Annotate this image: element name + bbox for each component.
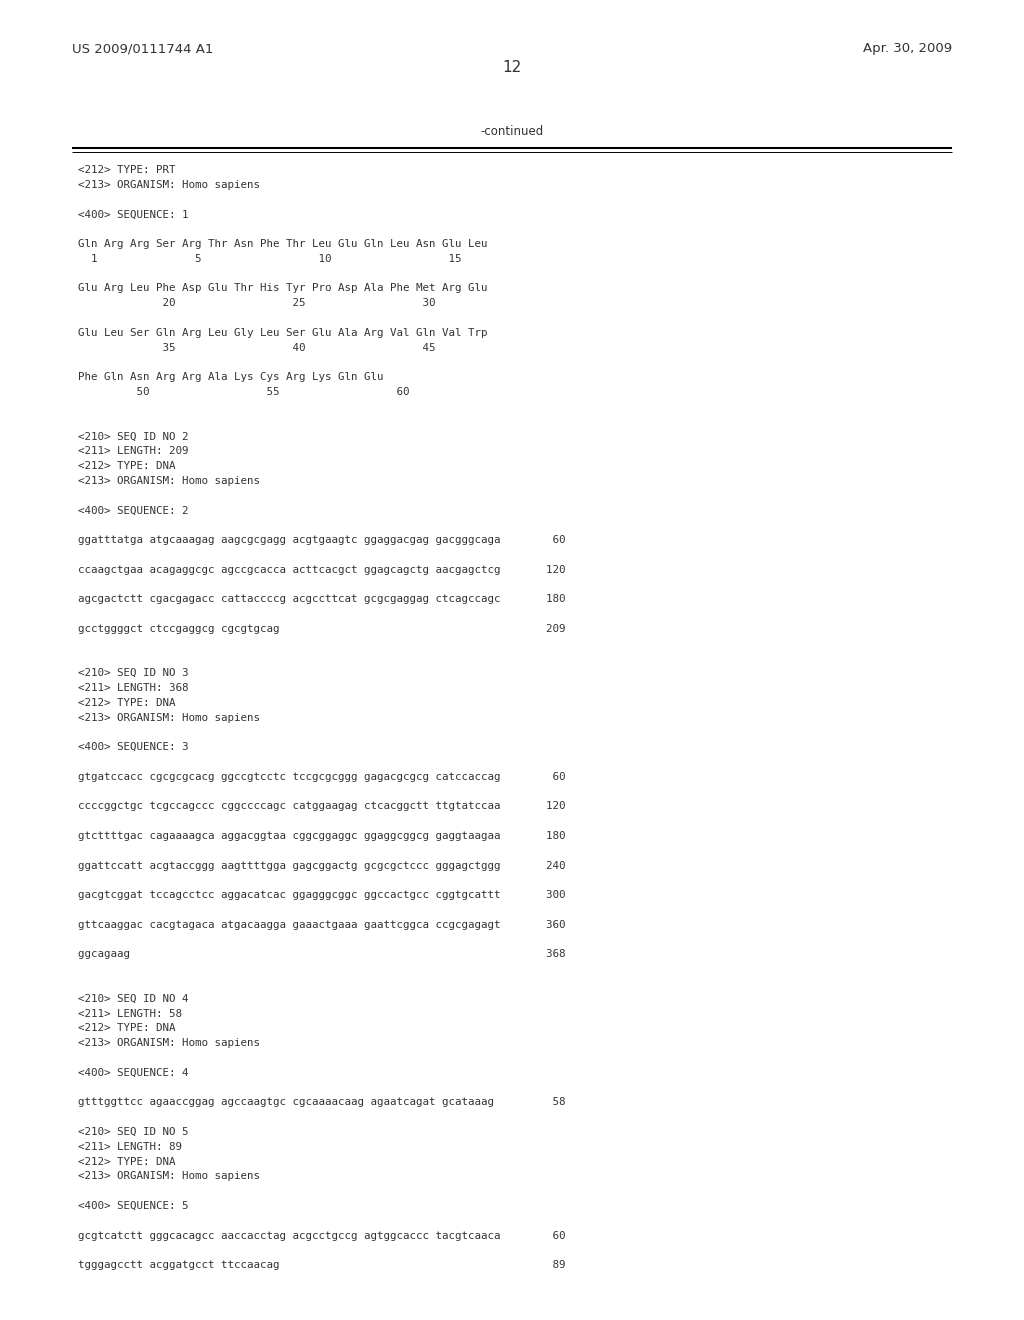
Text: ggcagaag                                                                368: ggcagaag 368 (78, 949, 565, 960)
Text: <211> LENGTH: 89: <211> LENGTH: 89 (78, 1142, 182, 1152)
Text: 1               5                  10                  15: 1 5 10 15 (78, 253, 462, 264)
Text: gtcttttgac cagaaaagca aggacggtaa cggcggaggc ggaggcggcg gaggtaagaa       180: gtcttttgac cagaaaagca aggacggtaa cggcgga… (78, 832, 565, 841)
Text: ggatttatga atgcaaagag aagcgcgagg acgtgaagtc ggaggacgag gacgggcaga        60: ggatttatga atgcaaagag aagcgcgagg acgtgaa… (78, 535, 565, 545)
Text: <400> SEQUENCE: 4: <400> SEQUENCE: 4 (78, 1068, 188, 1078)
Text: <211> LENGTH: 209: <211> LENGTH: 209 (78, 446, 188, 457)
Text: gtgatccacc cgcgcgcacg ggccgtcctc tccgcgcggg gagacgcgcg catccaccag        60: gtgatccacc cgcgcgcacg ggccgtcctc tccgcgc… (78, 772, 565, 781)
Text: <212> TYPE: DNA: <212> TYPE: DNA (78, 698, 175, 708)
Text: <212> TYPE: DNA: <212> TYPE: DNA (78, 1156, 175, 1167)
Text: <400> SEQUENCE: 1: <400> SEQUENCE: 1 (78, 210, 188, 219)
Text: <400> SEQUENCE: 3: <400> SEQUENCE: 3 (78, 742, 188, 752)
Text: Gln Arg Arg Ser Arg Thr Asn Phe Thr Leu Glu Gln Leu Asn Glu Leu: Gln Arg Arg Ser Arg Thr Asn Phe Thr Leu … (78, 239, 487, 249)
Text: -continued: -continued (480, 125, 544, 139)
Text: <211> LENGTH: 368: <211> LENGTH: 368 (78, 682, 188, 693)
Text: gtttggttcc agaaccggag agccaagtgc cgcaaaacaag agaatcagat gcataaag         58: gtttggttcc agaaccggag agccaagtgc cgcaaaa… (78, 1097, 565, 1107)
Text: gcgtcatctt gggcacagcc aaccacctag acgcctgccg agtggcaccc tacgtcaaca        60: gcgtcatctt gggcacagcc aaccacctag acgcctg… (78, 1230, 565, 1241)
Text: Apr. 30, 2009: Apr. 30, 2009 (863, 42, 952, 55)
Text: gacgtcggat tccagcctcc aggacatcac ggagggcggc ggccactgcc cggtgcattt       300: gacgtcggat tccagcctcc aggacatcac ggagggc… (78, 890, 565, 900)
Text: <213> ORGANISM: Homo sapiens: <213> ORGANISM: Homo sapiens (78, 1039, 260, 1048)
Text: <211> LENGTH: 58: <211> LENGTH: 58 (78, 1008, 182, 1019)
Text: <210> SEQ ID NO 2: <210> SEQ ID NO 2 (78, 432, 188, 441)
Text: ccaagctgaa acagaggcgc agccgcacca acttcacgct ggagcagctg aacgagctcg       120: ccaagctgaa acagaggcgc agccgcacca acttcac… (78, 565, 565, 574)
Text: <210> SEQ ID NO 4: <210> SEQ ID NO 4 (78, 994, 188, 1003)
Text: ccccggctgc tcgccagccc cggccccagc catggaagag ctcacggctt ttgtatccaa       120: ccccggctgc tcgccagccc cggccccagc catggaa… (78, 801, 565, 812)
Text: Glu Leu Ser Gln Arg Leu Gly Leu Ser Glu Ala Arg Val Gln Val Trp: Glu Leu Ser Gln Arg Leu Gly Leu Ser Glu … (78, 327, 487, 338)
Text: <210> SEQ ID NO 3: <210> SEQ ID NO 3 (78, 668, 188, 678)
Text: <212> TYPE: PRT: <212> TYPE: PRT (78, 165, 175, 176)
Text: <213> ORGANISM: Homo sapiens: <213> ORGANISM: Homo sapiens (78, 713, 260, 722)
Text: Glu Arg Leu Phe Asp Glu Thr His Tyr Pro Asp Ala Phe Met Arg Glu: Glu Arg Leu Phe Asp Glu Thr His Tyr Pro … (78, 284, 487, 293)
Text: tgggagcctt acggatgcct ttccaacag                                          89: tgggagcctt acggatgcct ttccaacag 89 (78, 1261, 565, 1270)
Text: <400> SEQUENCE: 5: <400> SEQUENCE: 5 (78, 1201, 188, 1210)
Text: agcgactctt cgacgagacc cattaccccg acgccttcat gcgcgaggag ctcagccagc       180: agcgactctt cgacgagacc cattaccccg acgcctt… (78, 594, 565, 605)
Text: <212> TYPE: DNA: <212> TYPE: DNA (78, 461, 175, 471)
Text: 20                  25                  30: 20 25 30 (78, 298, 435, 308)
Text: 50                  55                  60: 50 55 60 (78, 387, 410, 397)
Text: <400> SEQUENCE: 2: <400> SEQUENCE: 2 (78, 506, 188, 515)
Text: <213> ORGANISM: Homo sapiens: <213> ORGANISM: Homo sapiens (78, 475, 260, 486)
Text: gcctggggct ctccgaggcg cgcgtgcag                                         209: gcctggggct ctccgaggcg cgcgtgcag 209 (78, 624, 565, 634)
Text: <212> TYPE: DNA: <212> TYPE: DNA (78, 1023, 175, 1034)
Text: ggattccatt acgtaccggg aagttttgga gagcggactg gcgcgctccc gggagctggg       240: ggattccatt acgtaccggg aagttttgga gagcgga… (78, 861, 565, 871)
Text: gttcaaggac cacgtagaca atgacaagga gaaactgaaa gaattcggca ccgcgagagt       360: gttcaaggac cacgtagaca atgacaagga gaaactg… (78, 920, 565, 929)
Text: 12: 12 (503, 59, 521, 75)
Text: <213> ORGANISM: Homo sapiens: <213> ORGANISM: Homo sapiens (78, 1171, 260, 1181)
Text: <213> ORGANISM: Homo sapiens: <213> ORGANISM: Homo sapiens (78, 180, 260, 190)
Text: <210> SEQ ID NO 5: <210> SEQ ID NO 5 (78, 1127, 188, 1137)
Text: US 2009/0111744 A1: US 2009/0111744 A1 (72, 42, 213, 55)
Text: 35                  40                  45: 35 40 45 (78, 343, 435, 352)
Text: Phe Gln Asn Arg Arg Ala Lys Cys Arg Lys Gln Glu: Phe Gln Asn Arg Arg Ala Lys Cys Arg Lys … (78, 372, 384, 383)
